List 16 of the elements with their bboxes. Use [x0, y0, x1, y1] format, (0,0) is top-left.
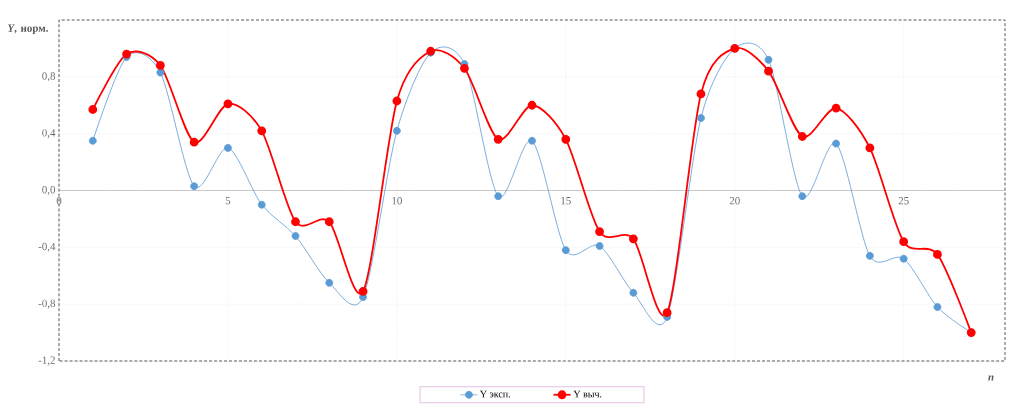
y-axis-title: Y, норм.	[8, 24, 48, 35]
legend-label: Y выч.	[573, 390, 602, 398]
x-tick-label: 5	[225, 197, 231, 205]
y-tick-label: -1,2	[38, 356, 55, 366]
x-tick-label: 15	[561, 197, 571, 205]
x-tick-label: 20	[729, 197, 740, 205]
x-tick-label: 25	[898, 197, 909, 205]
legend-label: Y эксп.	[479, 390, 510, 398]
y-tick-label: -0,4	[38, 242, 56, 252]
y-tick-label: -0,8	[38, 299, 56, 309]
y-tick-label: 0,8	[42, 72, 56, 82]
x-axis-title: n	[988, 375, 994, 381]
y-tick-label: 0,0	[42, 186, 56, 195]
y-tick-label: 0,4	[42, 129, 56, 139]
x-tick-label: 0	[56, 197, 62, 205]
x-tick-label: 10	[392, 197, 402, 205]
